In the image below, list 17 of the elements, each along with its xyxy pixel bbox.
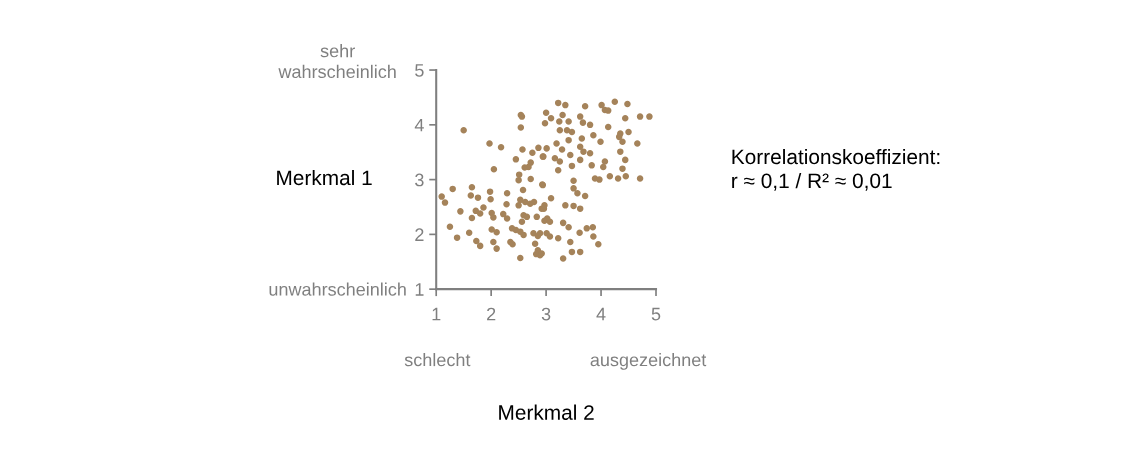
y-tick-label: 2: [415, 228, 424, 241]
x-tick-label: 4: [596, 307, 606, 321]
x-tick-label: 1: [432, 307, 441, 321]
text: unwahrscheinlich: [269, 282, 406, 296]
x-tick-label: 2: [487, 307, 496, 321]
y-tick-label: 4: [414, 118, 424, 132]
text: ausgezeichnet: [590, 353, 707, 370]
text: Korrelationskoeffizient: r ≈ 0,1 / R² ≈ 0,01: [732, 148, 940, 191]
y-tick-label: 1: [415, 283, 424, 296]
x-tick-label: 3: [541, 307, 551, 321]
y-tick-label: 3: [415, 173, 424, 187]
y-tick-label: 5: [415, 64, 424, 77]
text: schlecht: [404, 353, 471, 367]
x-tick-label: 5: [651, 307, 661, 321]
y-axis-title: Merkmal 1: [277, 169, 372, 186]
text: sehr wahrscheinlich: [278, 44, 396, 79]
x-axis-title: Merkmal 2: [499, 404, 594, 420]
